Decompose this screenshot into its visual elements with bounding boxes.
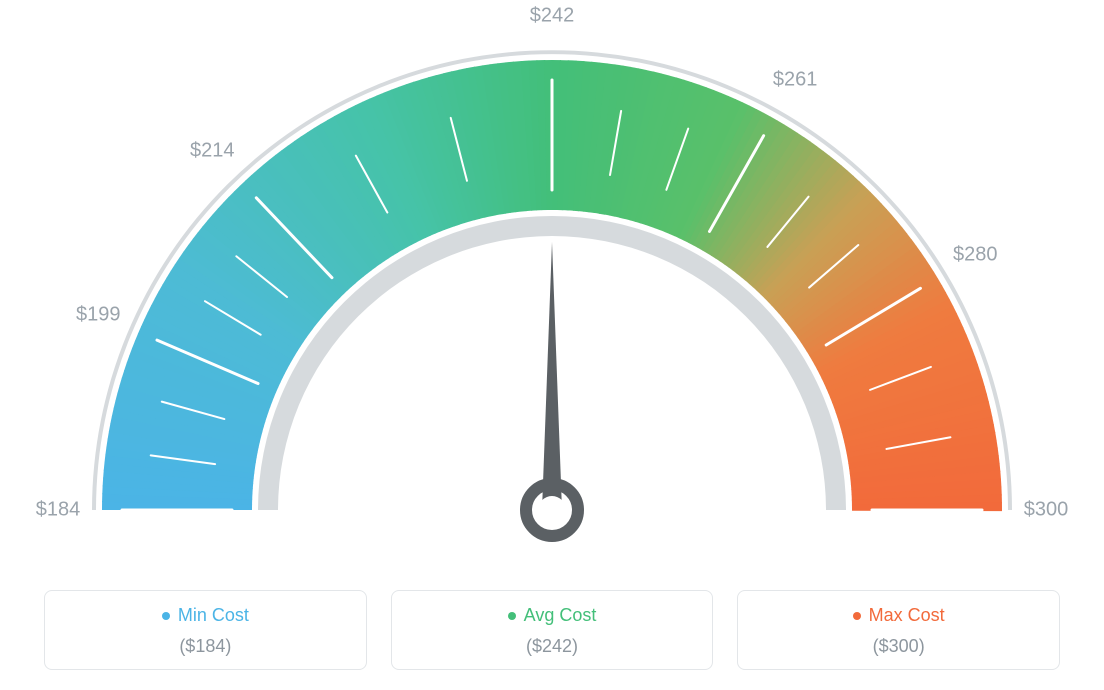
legend-max-label: Max Cost <box>869 605 945 626</box>
legend-min-label: Min Cost <box>178 605 249 626</box>
gauge-chart: $184 $199 $214 $242 $261 $280 $300 <box>0 0 1104 560</box>
gauge-tick-label: $300 <box>1024 499 1069 522</box>
legend-avg-title: Avg Cost <box>508 605 597 626</box>
gauge-tick-label: $242 <box>530 5 575 28</box>
legend-min-card: Min Cost ($184) <box>44 590 367 670</box>
dot-icon <box>508 612 516 620</box>
gauge-tick-label: $214 <box>190 140 235 163</box>
legend-avg-value: ($242) <box>402 636 703 657</box>
legend-max-value: ($300) <box>748 636 1049 657</box>
gauge-tick-label: $199 <box>76 303 121 326</box>
legend-max-card: Max Cost ($300) <box>737 590 1060 670</box>
dot-icon <box>162 612 170 620</box>
legend-avg-label: Avg Cost <box>524 605 597 626</box>
gauge-tick-label: $280 <box>953 244 998 267</box>
legend-row: Min Cost ($184) Avg Cost ($242) Max Cost… <box>0 590 1104 670</box>
legend-avg-card: Avg Cost ($242) <box>391 590 714 670</box>
gauge-svg <box>0 0 1104 560</box>
legend-min-value: ($184) <box>55 636 356 657</box>
gauge-tick-label: $184 <box>36 499 81 522</box>
legend-min-title: Min Cost <box>162 605 249 626</box>
legend-max-title: Max Cost <box>853 605 945 626</box>
dot-icon <box>853 612 861 620</box>
gauge-tick-label: $261 <box>773 68 818 91</box>
